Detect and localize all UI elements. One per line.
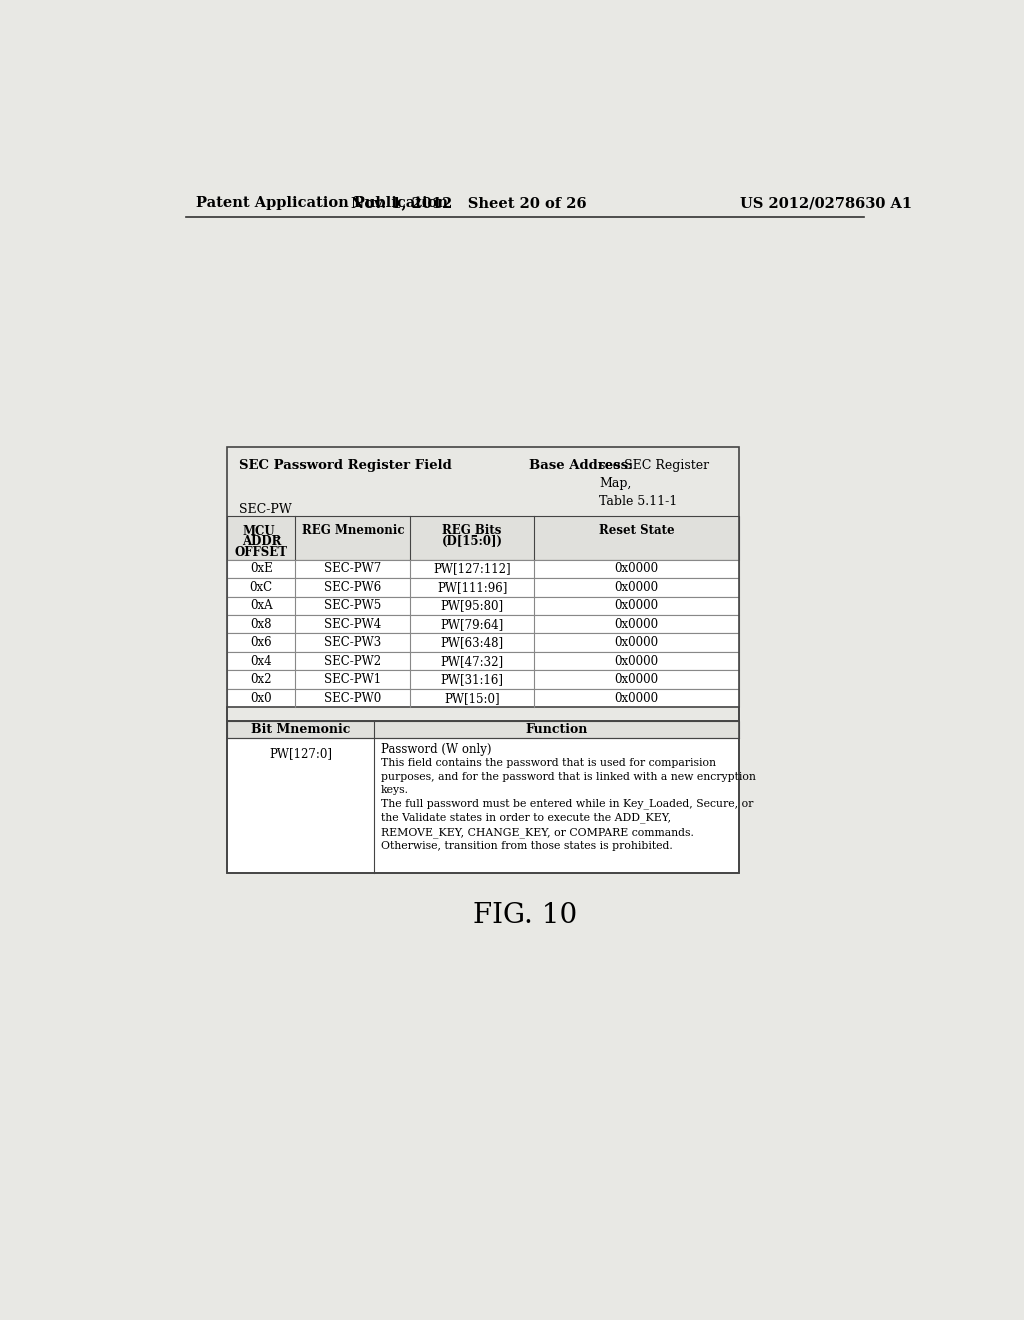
- Text: Password (W only): Password (W only): [381, 743, 492, 756]
- Text: SEC-PW5: SEC-PW5: [325, 599, 381, 612]
- Text: PW[63:48]: PW[63:48]: [440, 636, 504, 649]
- Text: 0x0000: 0x0000: [614, 655, 658, 668]
- Text: SEC-PW: SEC-PW: [239, 503, 292, 516]
- Bar: [227, 447, 738, 873]
- Text: 0x0000: 0x0000: [614, 636, 658, 649]
- Bar: [227, 597, 738, 615]
- Text: Patent Application Publication: Patent Application Publication: [197, 197, 449, 210]
- Text: SEC-PW4: SEC-PW4: [325, 618, 381, 631]
- Bar: [227, 708, 738, 721]
- Bar: [227, 615, 738, 634]
- Text: SEC-PW7: SEC-PW7: [325, 562, 381, 576]
- Text: 0x0000: 0x0000: [614, 562, 658, 576]
- Text: (D[15:0]): (D[15:0]): [441, 535, 503, 548]
- Text: 0x0000: 0x0000: [614, 692, 658, 705]
- Text: PW[127:0]: PW[127:0]: [269, 747, 333, 760]
- Bar: [227, 689, 738, 708]
- Text: FIG. 10: FIG. 10: [473, 902, 577, 929]
- Bar: [227, 671, 738, 689]
- Text: PW[111:96]: PW[111:96]: [437, 581, 507, 594]
- Text: 0x4: 0x4: [251, 655, 272, 668]
- Text: Base Address:: Base Address:: [529, 459, 634, 471]
- Bar: [227, 560, 738, 578]
- Text: 0xE: 0xE: [250, 562, 272, 576]
- Text: 0x8: 0x8: [251, 618, 272, 631]
- Bar: [227, 652, 738, 671]
- Text: SEC-PW6: SEC-PW6: [325, 581, 381, 594]
- Bar: [227, 721, 738, 738]
- Text: 0x0000: 0x0000: [614, 673, 658, 686]
- Text: 0x6: 0x6: [251, 636, 272, 649]
- Text: SEC-PW2: SEC-PW2: [325, 655, 381, 668]
- Text: 0xC: 0xC: [250, 581, 272, 594]
- Text: SEC-PW3: SEC-PW3: [325, 636, 381, 649]
- Text: PW[95:80]: PW[95:80]: [440, 599, 504, 612]
- Bar: [227, 578, 738, 597]
- Text: REG Bits: REG Bits: [442, 524, 502, 537]
- Text: MCU_: MCU_: [242, 524, 281, 537]
- Text: Bit Mnemonic: Bit Mnemonic: [251, 723, 350, 737]
- Text: PW[127:112]: PW[127:112]: [433, 562, 511, 576]
- Text: US 2012/0278630 A1: US 2012/0278630 A1: [740, 197, 912, 210]
- Bar: [227, 516, 738, 560]
- Bar: [227, 721, 738, 873]
- Text: Nov. 1, 2012   Sheet 20 of 26: Nov. 1, 2012 Sheet 20 of 26: [351, 197, 587, 210]
- Text: PW[31:16]: PW[31:16]: [440, 673, 504, 686]
- Text: 0xA: 0xA: [250, 599, 272, 612]
- Text: 0x2: 0x2: [251, 673, 272, 686]
- Text: 0x0000: 0x0000: [614, 599, 658, 612]
- Text: SEC-PW1: SEC-PW1: [325, 673, 381, 686]
- Text: ADDR: ADDR: [242, 535, 281, 548]
- Text: SEC-PW0: SEC-PW0: [325, 692, 381, 705]
- Text: PW[47:32]: PW[47:32]: [440, 655, 504, 668]
- Text: 0x0000: 0x0000: [614, 618, 658, 631]
- Text: SEC Password Register Field: SEC Password Register Field: [239, 459, 452, 471]
- Text: 0x0000: 0x0000: [614, 581, 658, 594]
- Text: The full password must be entered while in Key_Loaded, Secure, or
the Validate s: The full password must be entered while …: [381, 799, 753, 851]
- Bar: [227, 634, 738, 652]
- Text: PW[15:0]: PW[15:0]: [444, 692, 500, 705]
- Text: OFFSET: OFFSET: [234, 545, 288, 558]
- Text: Function: Function: [525, 723, 588, 737]
- Text: see SEC Register
Map,
Table 5.11-1: see SEC Register Map, Table 5.11-1: [599, 459, 710, 508]
- Text: 0x0: 0x0: [251, 692, 272, 705]
- Text: REG Mnemonic: REG Mnemonic: [301, 524, 404, 537]
- Text: This field contains the password that is used for comparision
purposes, and for : This field contains the password that is…: [381, 758, 756, 796]
- Text: Reset State: Reset State: [599, 524, 674, 537]
- Text: PW[79:64]: PW[79:64]: [440, 618, 504, 631]
